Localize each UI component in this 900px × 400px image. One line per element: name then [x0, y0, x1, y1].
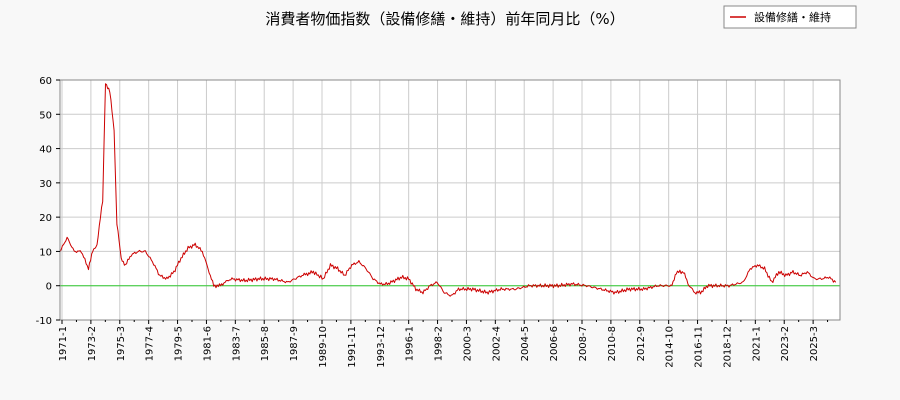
- plot-frame: [59, 79, 841, 321]
- x-tick-label: 2025-3: [809, 326, 820, 361]
- series-line: [59, 83, 837, 297]
- x-axis: 1971-1 1973-2 1975-3 1977-4 1979-5 1981-6 1983…: [58, 320, 829, 368]
- x-tick-label: 1993-12: [376, 326, 387, 368]
- x-tick-label: 2002-4: [491, 326, 502, 361]
- x-tick-label: 1985-8: [260, 326, 271, 361]
- y-tick-label: 20: [39, 213, 52, 224]
- y-tick-label: 0: [46, 282, 52, 293]
- x-tick-label: 1987-9: [289, 326, 300, 361]
- plot-area: [60, 80, 840, 320]
- x-tick-label: 2010-8: [607, 326, 618, 361]
- x-tick-label: 1971-1: [58, 326, 69, 361]
- x-tick-label: 2014-10: [665, 326, 676, 368]
- x-tick-label: 1989-10: [318, 326, 329, 368]
- x-tick-label: 2023-2: [780, 326, 791, 361]
- x-tick-label: 2004-5: [520, 326, 531, 361]
- x-tick-label: 1996-1: [405, 326, 416, 361]
- x-tick-label: 2006-6: [549, 326, 560, 361]
- chart-title: 消費者物価指数（設備修繕・維持）前年同月比（%）: [265, 10, 624, 28]
- legend-box: [723, 5, 857, 29]
- x-tick-label: 2016-11: [694, 326, 705, 368]
- x-tick-label: 1975-3: [116, 326, 127, 361]
- x-tick-label: 1973-2: [87, 326, 98, 361]
- x-tick-label: 2021-1: [751, 326, 762, 361]
- x-tick-label: 1977-4: [145, 326, 156, 361]
- x-tick-label: 2012-9: [636, 326, 647, 361]
- legend: 設備修繕・維持: [723, 5, 857, 29]
- y-tick-label: 10: [39, 247, 52, 258]
- y-tick-label: -10: [36, 316, 52, 327]
- y-tick-label: 50: [39, 110, 52, 121]
- x-tick-label: 2000-3: [462, 326, 473, 361]
- x-tick-label: 2018-12: [722, 326, 733, 368]
- y-axis: -10 0 10 20 30 40 50 60: [36, 76, 60, 327]
- series-group: [59, 83, 837, 297]
- x-tick-label: 1998-2: [434, 326, 445, 361]
- x-tick-label: 2008-7: [578, 326, 589, 361]
- y-tick-label: 30: [39, 179, 52, 190]
- x-tick-label: 1981-6: [202, 326, 213, 361]
- legend-label: 設備修繕・維持: [754, 10, 831, 24]
- y-tick-label: 40: [39, 145, 52, 156]
- y-tick-label: 60: [39, 76, 52, 87]
- x-tick-label: 1991-11: [347, 326, 358, 368]
- x-tick-label: 1983-7: [231, 326, 242, 361]
- x-tick-label: 1979-5: [174, 326, 185, 361]
